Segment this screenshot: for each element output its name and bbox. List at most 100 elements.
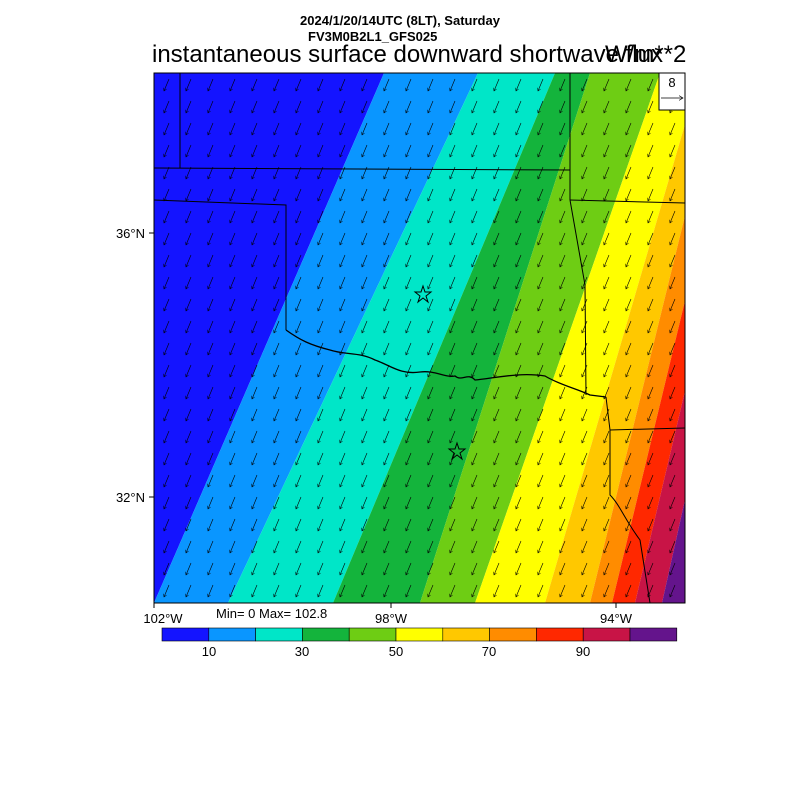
wind-arrow (604, 78, 610, 91)
wind-arrow (670, 364, 676, 377)
wind-arrow (274, 452, 280, 465)
wind-arrow (230, 474, 236, 487)
wind-arrow (296, 254, 302, 267)
wind-arrow (626, 298, 632, 311)
wind-arrow (274, 144, 280, 157)
wind-arrow (516, 496, 522, 509)
wind-arrow (406, 408, 412, 421)
wind-arrow (186, 210, 192, 223)
wind-arrow (252, 100, 258, 113)
wind-arrow (384, 562, 390, 575)
wind-arrow (164, 386, 170, 399)
wind-arrow (230, 276, 236, 289)
wind-arrow (670, 298, 676, 311)
wind-arrow (604, 342, 610, 355)
wind-arrow (230, 122, 236, 135)
wind-arrow (648, 232, 654, 245)
wind-arrow (582, 496, 588, 509)
wind-arrow (472, 474, 478, 487)
wind-arrow (450, 408, 456, 421)
wind-arrow (604, 188, 610, 201)
wind-arrow (318, 452, 324, 465)
wind-arrow (428, 430, 434, 443)
colorbar-label: 10 (202, 644, 216, 659)
wind-arrow (582, 430, 588, 443)
wind-arrow (164, 342, 170, 355)
wind-arrow (274, 562, 280, 575)
wind-arrow (648, 78, 654, 91)
wind-arrow (450, 342, 456, 355)
wind-arrow (626, 386, 632, 399)
wind-arrow (208, 320, 214, 333)
wind-arrow (560, 562, 566, 575)
wind-arrow (252, 232, 258, 245)
wind-arrow (626, 430, 632, 443)
wind-arrow (274, 364, 280, 377)
wind-arrow (494, 78, 500, 91)
wind-arrow (164, 474, 170, 487)
wind-arrow (516, 540, 522, 553)
wind-arrow (582, 518, 588, 531)
wind-arrow (208, 254, 214, 267)
wind-arrow (494, 144, 500, 157)
wind-arrow (538, 320, 544, 333)
wind-arrow (230, 540, 236, 553)
wind-arrow (362, 518, 368, 531)
wind-arrow (450, 188, 456, 201)
wind-arrow (494, 584, 500, 597)
wind-arrow (428, 254, 434, 267)
wind-arrow (164, 584, 170, 597)
wind-arrow (494, 430, 500, 443)
wind-arrow (626, 78, 632, 91)
wind-arrow (626, 100, 632, 113)
wind-arrow (516, 276, 522, 289)
wind-arrow (274, 540, 280, 553)
wind-arrow (252, 144, 258, 157)
wind-arrow (296, 78, 302, 91)
wind-arrow (362, 210, 368, 223)
wind-arrow (428, 188, 434, 201)
wind-arrow (604, 254, 610, 267)
colorbar-swatch (255, 627, 303, 642)
wind-arrow (208, 210, 214, 223)
wind-arrow (626, 210, 632, 223)
flux-band (662, 499, 685, 603)
wind-arrow (318, 166, 324, 179)
wind-arrow (164, 364, 170, 377)
flux-band (420, 73, 660, 603)
wind-arrow (670, 518, 676, 531)
state-border-ok-ar (569, 199, 587, 396)
lon-label-94w: 94°W (600, 611, 633, 626)
wind-arrow (296, 232, 302, 245)
wind-arrow (384, 188, 390, 201)
wind-arrow (516, 320, 522, 333)
wind-arrow (450, 474, 456, 487)
wind-arrow (472, 364, 478, 377)
wind-arrow (208, 144, 214, 157)
wind-arrow (362, 364, 368, 377)
wind-arrow (340, 540, 346, 553)
wind-arrow (362, 100, 368, 113)
wind-arrow (318, 144, 324, 157)
wind-arrow (296, 166, 302, 179)
city-marker-star (413, 284, 433, 304)
wind-arrow (318, 100, 324, 113)
wind-arrow (274, 232, 280, 245)
wind-arrow (472, 100, 478, 113)
wind-arrow (296, 100, 302, 113)
wind-arrow (472, 254, 478, 267)
wind-arrow (560, 386, 566, 399)
wind-arrow (362, 78, 368, 91)
wind-arrow (472, 144, 478, 157)
wind-arrow (472, 562, 478, 575)
wind-arrow (582, 562, 588, 575)
wind-arrow (648, 210, 654, 223)
wind-arrow (582, 166, 588, 179)
wind-arrow (318, 474, 324, 487)
wind-arrow (670, 188, 676, 201)
lon-label-98w: 98°W (375, 611, 408, 626)
wind-arrow (494, 562, 500, 575)
wind-arrow (274, 386, 280, 399)
wind-arrow (296, 188, 302, 201)
